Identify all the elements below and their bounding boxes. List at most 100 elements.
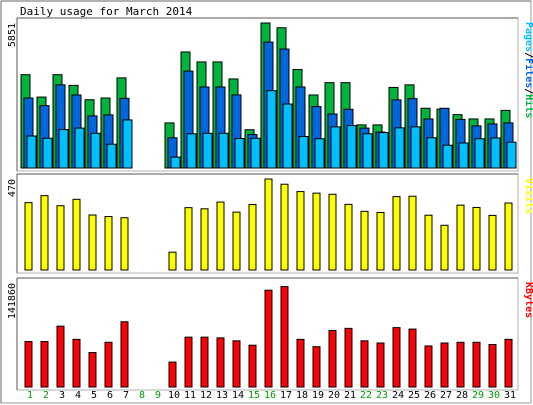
bar-visits-day-2: [40, 195, 49, 271]
bar-pages-day-2: [42, 137, 53, 169]
x-tick-label-day-3: 3: [59, 390, 65, 401]
bar-kbytes-day-1: [24, 341, 33, 388]
legend-part: Visits: [523, 178, 533, 214]
bar-kbytes-day-16: [264, 289, 273, 388]
bar-pages-day-25: [410, 126, 421, 169]
bar-pages-day-4: [74, 127, 85, 169]
bar-visits-day-18: [296, 191, 305, 271]
y-max-label-kbytes: 141860: [7, 283, 18, 319]
bar-kbytes-day-18: [296, 338, 305, 388]
bar-pages-day-31: [506, 141, 517, 169]
x-tick-label-day-4: 4: [75, 390, 81, 401]
x-tick-label-day-11: 11: [184, 390, 196, 401]
bar-kbytes-day-22: [360, 340, 369, 388]
x-tick-label-day-23: 23: [376, 390, 388, 401]
bar-pages-day-19: [314, 138, 325, 169]
x-tick-label-day-18: 18: [296, 390, 308, 401]
legend-kbytes: KBytes: [523, 282, 533, 318]
bar-visits-day-10: [168, 251, 177, 271]
y-max-label-hits-files-pages: 5851: [7, 23, 18, 47]
x-tick-label-day-1: 1: [27, 390, 33, 401]
bar-kbytes-day-21: [344, 327, 353, 388]
bar-pages-day-23: [378, 132, 389, 169]
bar-pages-day-16: [266, 90, 277, 169]
bar-visits-day-15: [248, 204, 257, 271]
x-tick-label-day-13: 13: [216, 390, 228, 401]
bar-pages-day-14: [234, 138, 245, 169]
chart-title: Daily usage for March 2014: [20, 5, 193, 18]
legend-part: Files: [523, 58, 533, 88]
bar-visits-day-22: [360, 210, 369, 271]
x-tick-label-day-2: 2: [43, 390, 49, 401]
legend-hits-files-pages: Pages/Files/Hits: [523, 22, 533, 118]
bar-visits-day-12: [200, 208, 209, 271]
bar-kbytes-day-6: [104, 341, 113, 388]
x-tick-label-day-30: 30: [488, 390, 500, 401]
x-tick-label-day-9: 9: [155, 390, 161, 401]
x-tick-label-day-28: 28: [456, 390, 468, 401]
legend-part: KBytes: [523, 282, 533, 318]
bar-pages-day-28: [458, 142, 469, 169]
bar-pages-day-3: [58, 129, 69, 169]
bar-pages-day-18: [298, 136, 309, 169]
bar-kbytes-day-27: [440, 342, 449, 388]
legend-part: Hits: [523, 94, 533, 118]
legend-part: Pages: [523, 22, 533, 52]
bar-kbytes-day-19: [312, 346, 321, 388]
x-tick-label-day-16: 16: [264, 390, 276, 401]
bar-pages-day-1: [26, 135, 37, 169]
bar-visits-day-17: [280, 183, 289, 271]
bar-visits-day-31: [504, 202, 513, 271]
bar-visits-day-23: [376, 211, 385, 271]
bar-kbytes-day-30: [488, 343, 497, 388]
bar-kbytes-day-24: [392, 327, 401, 388]
bar-pages-day-27: [442, 144, 453, 169]
bar-visits-day-25: [408, 195, 417, 271]
bar-kbytes-day-20: [328, 330, 337, 388]
bar-pages-day-22: [362, 133, 373, 169]
x-tick-label-day-7: 7: [123, 390, 129, 401]
x-tick-label-day-26: 26: [424, 390, 436, 401]
x-tick-label-day-5: 5: [91, 390, 97, 401]
bar-pages-day-21: [346, 125, 357, 169]
bar-kbytes-day-7: [120, 321, 129, 388]
bar-pages-day-30: [490, 137, 501, 169]
bar-visits-day-21: [344, 203, 353, 271]
x-tick-label-day-29: 29: [472, 390, 484, 401]
bar-kbytes-day-31: [504, 338, 513, 388]
bar-kbytes-day-3: [56, 325, 65, 388]
x-tick-label-day-17: 17: [280, 390, 292, 401]
x-tick-label-day-19: 19: [312, 390, 324, 401]
bar-visits-day-3: [56, 205, 65, 271]
bar-kbytes-day-15: [248, 344, 257, 388]
bar-kbytes-day-10: [168, 361, 177, 388]
x-tick-label-day-21: 21: [344, 390, 356, 401]
bar-kbytes-day-2: [40, 341, 49, 388]
bar-pages-day-13: [218, 132, 229, 169]
bar-visits-day-14: [232, 211, 241, 271]
bar-pages-day-6: [106, 143, 117, 169]
x-axis-day-labels: 1 2 3 4 5 6 7 8 9 10 11 12 13 14 15 16 17 18 19 20 21 22 23 24 2…: [27, 390, 516, 401]
x-tick-label-day-20: 20: [328, 390, 340, 401]
x-tick-label-day-10: 10: [168, 390, 180, 401]
bar-kbytes-day-23: [376, 342, 385, 388]
bar-kbytes-day-12: [200, 336, 209, 388]
x-tick-label-day-27: 27: [440, 390, 452, 401]
bar-kbytes-day-5: [88, 352, 97, 388]
bar-pages-day-12: [202, 132, 213, 169]
bar-visits-day-1: [24, 202, 33, 271]
bar-pages-day-26: [426, 137, 437, 169]
bar-visits-day-20: [328, 193, 337, 271]
bar-pages-day-29: [474, 138, 485, 169]
bar-visits-day-6: [104, 216, 113, 271]
x-tick-label-day-25: 25: [408, 390, 420, 401]
bar-visits-day-13: [216, 201, 225, 271]
x-tick-label-day-12: 12: [200, 390, 212, 401]
x-tick-label-day-14: 14: [232, 390, 244, 401]
x-tick-label-day-22: 22: [360, 390, 372, 401]
x-tick-label-day-15: 15: [248, 390, 260, 401]
bar-kbytes-day-14: [232, 340, 241, 388]
bar-kbytes-day-26: [424, 345, 433, 388]
bar-visits-day-26: [424, 214, 433, 271]
